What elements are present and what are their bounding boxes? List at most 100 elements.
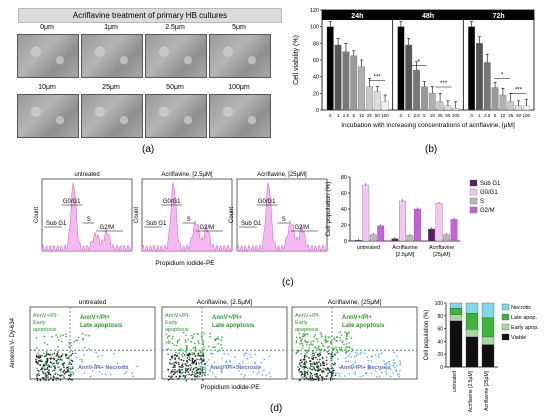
flow-dot	[57, 377, 59, 380]
flow-dot	[37, 352, 39, 354]
quadrant-label-early: apoptosis	[165, 327, 189, 333]
flow-dot	[39, 356, 42, 358]
flow-dot	[49, 357, 51, 359]
flow-dot	[94, 363, 97, 366]
flow-dot	[243, 354, 246, 357]
flow-dot	[393, 359, 395, 361]
flow-dot	[73, 340, 76, 343]
flow-dot	[59, 356, 61, 359]
micrograph-image	[209, 94, 271, 138]
flow-dot	[302, 333, 305, 336]
flow-dot	[67, 367, 70, 370]
bar	[413, 69, 420, 111]
group-label: Acriflavine [25μM]	[484, 370, 490, 410]
flow-dot	[70, 374, 73, 376]
flow-dot	[316, 338, 318, 340]
quadrant-label-late: Late apoptosis	[80, 323, 123, 329]
flow-dot	[71, 379, 73, 381]
flow-dot	[215, 337, 218, 340]
flow-dot	[395, 370, 397, 373]
flow-dot	[180, 348, 182, 350]
flow-dot	[49, 373, 52, 376]
x-tick-label: 2.5	[413, 113, 420, 118]
flow-dot	[344, 357, 347, 359]
flow-dot	[182, 375, 184, 377]
legend-label: Late apop.	[511, 315, 537, 321]
flow-dot	[47, 379, 50, 381]
histogram-curve	[236, 182, 328, 253]
flow-dot	[170, 371, 173, 374]
x-tick-label: 25	[438, 113, 444, 118]
legend-label: Necrotic	[511, 305, 531, 311]
flow-dot	[321, 376, 324, 379]
panel-d-apoptosis-chart: 0 20 40 60 80 100 Cell population (%) untreated…	[424, 301, 539, 412]
flow-dot	[385, 362, 388, 364]
x-tick-label: 0	[329, 113, 332, 118]
flow-dot	[325, 356, 328, 359]
flow-dot	[340, 334, 343, 336]
quadrant-label-early: AnnV+/PI-	[165, 313, 190, 319]
bar	[436, 101, 444, 111]
flow-dot	[175, 351, 177, 354]
histogram-x-label: Propidium iodide-PE	[155, 260, 215, 267]
flow-dot	[299, 361, 301, 364]
flow-dot	[47, 363, 49, 366]
flow-dot	[313, 378, 316, 381]
flow-dot	[173, 362, 175, 364]
flow-dot	[169, 341, 171, 343]
micrograph-label: 0μm	[40, 24, 54, 31]
flow-dot	[344, 331, 346, 334]
legend-swatch	[501, 323, 510, 331]
flow-dot	[299, 337, 302, 339]
flow-dot	[207, 373, 209, 376]
flow-dot	[174, 364, 176, 367]
flow-dot	[313, 352, 315, 355]
flow-dot	[311, 355, 314, 358]
flow-dot	[302, 365, 305, 368]
flow-dot	[330, 373, 333, 375]
flow-dot	[36, 367, 38, 370]
flow-dot	[189, 359, 191, 362]
micrograph-label: 100μm	[228, 84, 250, 91]
histogram-title: Acriflavine, [25μM]	[257, 172, 307, 178]
flow-dot	[355, 354, 358, 357]
flow-dot	[83, 371, 86, 374]
flow-dot	[59, 370, 62, 372]
flow-dot	[35, 361, 38, 364]
flow-dot	[171, 363, 173, 365]
flow-dot	[317, 367, 320, 370]
flow-dot	[314, 369, 317, 372]
flow-dot	[60, 355, 63, 358]
flow-dot	[355, 365, 357, 367]
bar	[443, 234, 450, 242]
flow-dot	[190, 340, 192, 343]
gate-label-s: S	[187, 217, 191, 223]
y-tick-label: 120	[310, 8, 319, 14]
flow-dot	[184, 363, 187, 365]
micrograph-image	[17, 34, 79, 78]
flow-dot	[227, 353, 230, 356]
flow-dot	[249, 353, 251, 356]
flow-dot	[48, 369, 51, 371]
flow-dot	[245, 352, 247, 354]
flow-dot	[193, 333, 195, 335]
flow-dot	[184, 375, 186, 378]
flow-dot	[193, 359, 196, 362]
flow-dot	[63, 376, 65, 379]
flow-dot	[326, 340, 329, 342]
flow-dot	[95, 351, 97, 354]
bar	[414, 208, 421, 242]
flow-dot	[183, 354, 186, 356]
flow-dot	[203, 345, 205, 348]
legend-swatch	[469, 188, 478, 196]
flow-dot	[306, 351, 308, 354]
flow-dot	[53, 369, 56, 372]
flow-dot	[66, 370, 68, 373]
flow-dot	[187, 365, 189, 367]
flow-dot	[178, 363, 180, 366]
flow-dot	[337, 358, 339, 361]
flow-dot	[268, 355, 271, 357]
flow-dot	[323, 364, 326, 367]
flow-dot	[193, 378, 196, 381]
gate-label-g2m: G2/M	[294, 225, 309, 231]
